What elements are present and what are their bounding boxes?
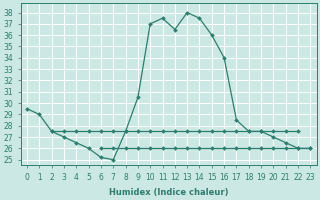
X-axis label: Humidex (Indice chaleur): Humidex (Indice chaleur) [109, 188, 228, 197]
